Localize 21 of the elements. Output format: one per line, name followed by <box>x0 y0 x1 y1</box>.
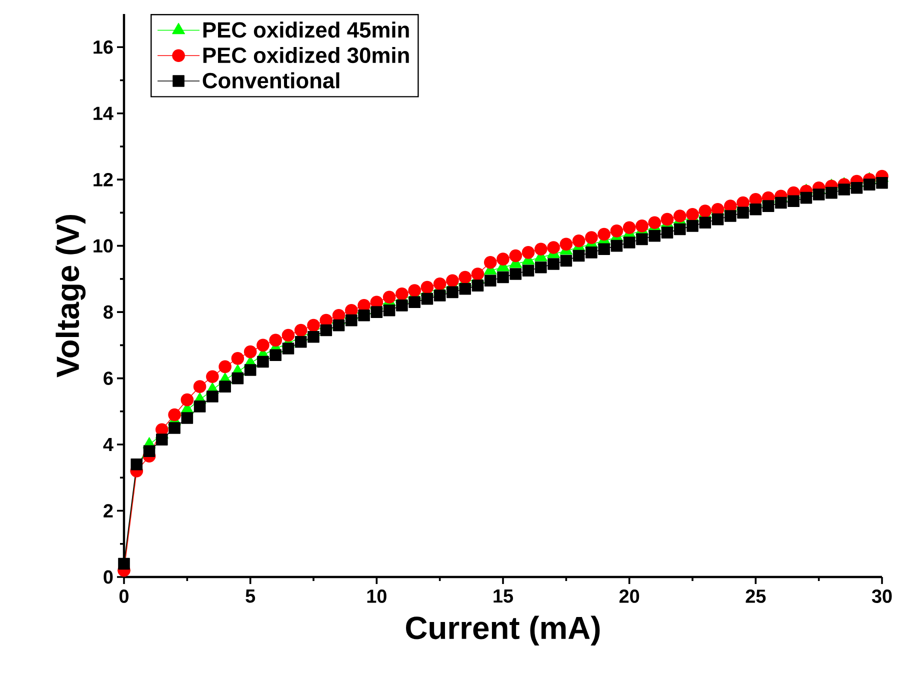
x-tick-label: 10 <box>367 590 386 603</box>
x-tick-label: 20 <box>619 590 640 603</box>
legend-label: Conventional <box>202 72 340 88</box>
x-tick-label: 0 <box>119 590 128 603</box>
y-tick-label: 14 <box>94 106 114 120</box>
x-tick-label: 5 <box>246 590 256 603</box>
legend-label: PEC oxidized 30min <box>203 46 409 64</box>
legend-label: PEC oxidized 45min <box>203 22 409 38</box>
x-axis-title: Current (mA) <box>406 616 600 646</box>
y-tick-label: 8 <box>104 305 113 319</box>
y-tick-label: 2 <box>104 504 113 518</box>
y-tick-label: 4 <box>103 438 114 452</box>
y-axis-title: Voltage (V) <box>56 215 86 378</box>
y-tick-label: 0 <box>104 570 113 584</box>
x-tick-label: 25 <box>746 590 766 603</box>
y-tick-label: 10 <box>94 239 113 253</box>
y-tick-label: 6 <box>104 372 113 385</box>
y-tick-label: 16 <box>94 40 113 54</box>
x-tick-label: 15 <box>494 590 513 603</box>
y-tick-label: 12 <box>94 172 113 186</box>
x-tick-label: 30 <box>872 590 892 603</box>
